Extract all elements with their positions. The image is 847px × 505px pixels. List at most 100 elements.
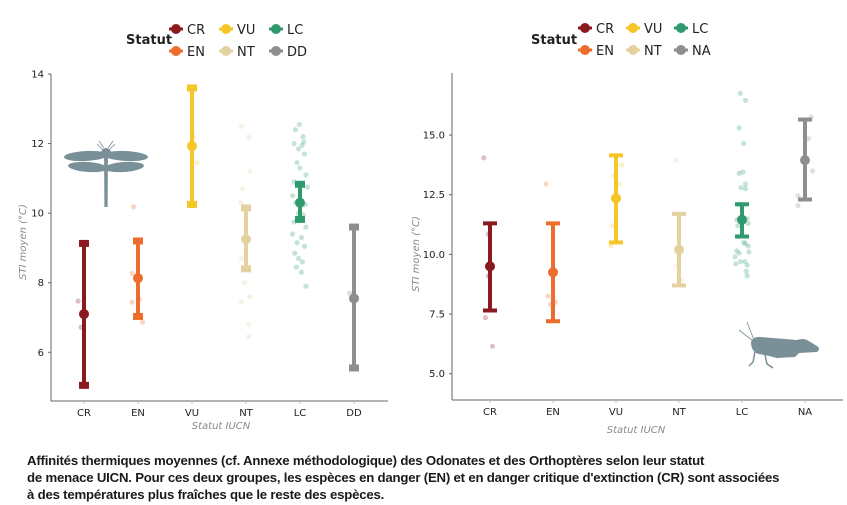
series-en (129, 204, 146, 325)
y-tick-label: 5.0 (429, 369, 445, 380)
data-point (292, 250, 298, 256)
error-bar-cap-low (187, 200, 197, 208)
y-tick-label: 12.5 (423, 190, 445, 201)
data-point (736, 250, 742, 256)
data-point (742, 181, 749, 187)
legend: Statut CR VU LC EN NT DD (126, 23, 307, 60)
y-tick-label: 10 (31, 209, 44, 220)
legend-item-cr: CR (169, 23, 205, 38)
data-point (543, 181, 549, 187)
data-point (805, 136, 812, 142)
error-bar-cap-low (609, 240, 623, 245)
data-point (295, 255, 302, 261)
data-point (742, 97, 749, 104)
data-point (742, 258, 748, 265)
legend: Statut CR VU LC EN NT NA (531, 22, 711, 59)
data-point (293, 264, 300, 270)
data-point (301, 139, 307, 145)
data-point (736, 125, 742, 131)
data-point (247, 168, 253, 175)
data-point (745, 220, 751, 226)
legend-item-na: NA (674, 44, 711, 59)
data-point (238, 299, 245, 305)
data-point (609, 223, 616, 229)
caption-line: à des températures plus fraîches que le … (27, 487, 385, 502)
y-tick-label: 8 (38, 278, 44, 289)
error-bar-cap-low (798, 197, 812, 202)
mean-point (611, 193, 621, 204)
legend-label: NA (692, 44, 711, 59)
series-cr (481, 155, 497, 349)
error-bar-cap-low (295, 215, 305, 223)
legend-title: Statut (531, 33, 577, 48)
data-point (239, 186, 246, 192)
legend-swatch-dot (580, 23, 590, 33)
data-point (289, 231, 296, 237)
x-tick-label: DD (346, 408, 362, 419)
data-point (298, 269, 305, 275)
x-tick-label: LC (736, 407, 749, 418)
legend-label: EN (187, 45, 205, 60)
mean-point (133, 273, 143, 284)
data-point (292, 127, 299, 133)
data-point (130, 204, 137, 210)
data-point (238, 255, 245, 261)
y-axis-title: STI moyen (°C) (18, 204, 29, 280)
mean-point (187, 141, 197, 152)
legend-label: LC (287, 23, 303, 38)
x-tick-label: EN (546, 407, 560, 418)
data-point (294, 240, 300, 246)
x-tick-label: VU (609, 407, 623, 418)
error-bar-cap-low (546, 319, 560, 324)
error-bar-cap-low (672, 283, 686, 288)
series-lc (732, 90, 752, 279)
data-point (737, 90, 743, 96)
data-point (246, 334, 252, 340)
legend-swatch-dot (271, 46, 281, 56)
legend-label: NT (644, 44, 662, 59)
data-point (129, 299, 135, 305)
data-point (742, 186, 749, 192)
legend-label: VU (237, 23, 255, 38)
mean-point (349, 293, 359, 304)
x-tick-label: NT (239, 408, 253, 419)
figure-caption: Affinités thermiques moyennes (cf. Annex… (27, 452, 837, 503)
data-point (744, 262, 750, 268)
data-point (618, 162, 625, 168)
data-point (129, 270, 135, 276)
legend-label: DD (287, 45, 307, 60)
series-lc (289, 121, 311, 289)
y-tick-label: 6 (38, 348, 44, 359)
x-tick-label: CR (77, 408, 91, 419)
error-bar-cap-high (735, 202, 749, 207)
data-point (489, 343, 496, 349)
legend-swatch-dot (676, 23, 686, 33)
mean-point (485, 261, 495, 272)
series-en (543, 181, 560, 324)
data-point (301, 243, 308, 249)
marks (75, 84, 359, 389)
data-point (482, 315, 489, 321)
error-bar-cap-high (79, 239, 89, 247)
data-point (300, 134, 306, 140)
orthopteres-chart: Statut CR VU LC EN NT NA 5.0 7.5 10.0 12.5 15.0 CR… (411, 22, 843, 436)
dragonfly-icon (64, 140, 148, 207)
series-nt (672, 157, 686, 288)
legend-items: CR VU LC EN NT NA (578, 22, 711, 59)
series-vu (608, 153, 625, 249)
legend-item-vu: VU (626, 22, 662, 37)
legend-swatch-dot (628, 45, 638, 55)
x-tick-label: NA (798, 407, 812, 418)
legend-label: LC (692, 22, 708, 37)
legend-swatch-dot (171, 24, 181, 34)
error-bar-cap-low (735, 234, 749, 239)
x-tick-label: LC (294, 408, 307, 419)
legend-item-en: EN (169, 45, 205, 60)
legend-label: EN (596, 44, 614, 59)
legend-label: CR (596, 22, 614, 37)
data-point (737, 258, 743, 265)
data-point (795, 202, 801, 209)
legend-label: NT (237, 45, 255, 60)
data-point (742, 241, 749, 247)
